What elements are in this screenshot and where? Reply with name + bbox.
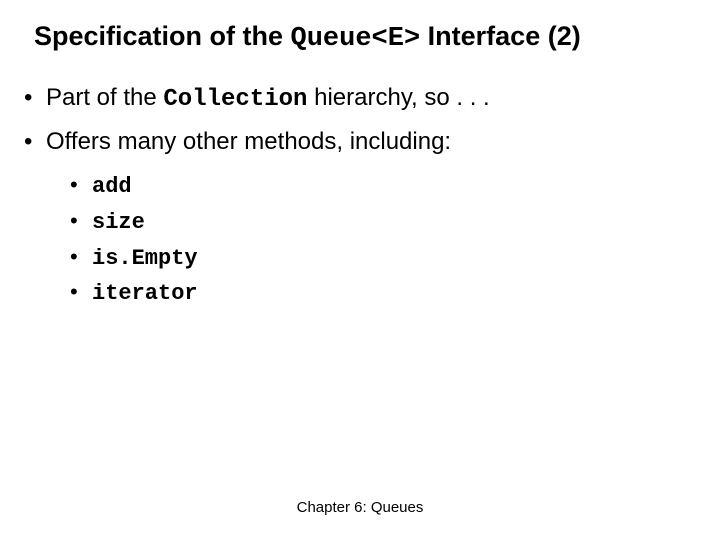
title-code: Queue<E> xyxy=(291,24,421,54)
subbullet-item: is.Empty xyxy=(20,241,690,275)
subbullet-item: iterator xyxy=(20,276,690,310)
subbullet-item: add xyxy=(20,169,690,203)
bullet-text-pre: Part of the xyxy=(46,84,163,111)
slide-title: Specification of the Queue<E> Interface … xyxy=(34,20,700,55)
slide-body: Part of the Collection hierarchy, so . .… xyxy=(20,78,690,312)
bullet-item: Part of the Collection hierarchy, so . .… xyxy=(20,82,690,116)
subbullet-item: size xyxy=(20,205,690,239)
subbullet-code: is.Empty xyxy=(92,246,198,271)
bullet-text-pre: Offers many other methods, including: xyxy=(46,128,451,155)
subbullet-code: add xyxy=(92,174,132,199)
subbullet-code: iterator xyxy=(92,281,198,306)
slide-footer: Chapter 6: Queues xyxy=(0,499,720,516)
bullet-text-post: hierarchy, so . . . xyxy=(307,84,489,111)
title-text-pre: Specification of the xyxy=(34,21,291,51)
title-text-post: Interface (2) xyxy=(420,21,581,51)
subbullet-list: add size is.Empty iterator xyxy=(20,169,690,311)
bullet-code: Collection xyxy=(163,86,307,113)
slide: Specification of the Queue<E> Interface … xyxy=(0,0,720,540)
subbullet-code: size xyxy=(92,210,145,235)
bullet-item: Offers many other methods, including: xyxy=(20,126,690,158)
